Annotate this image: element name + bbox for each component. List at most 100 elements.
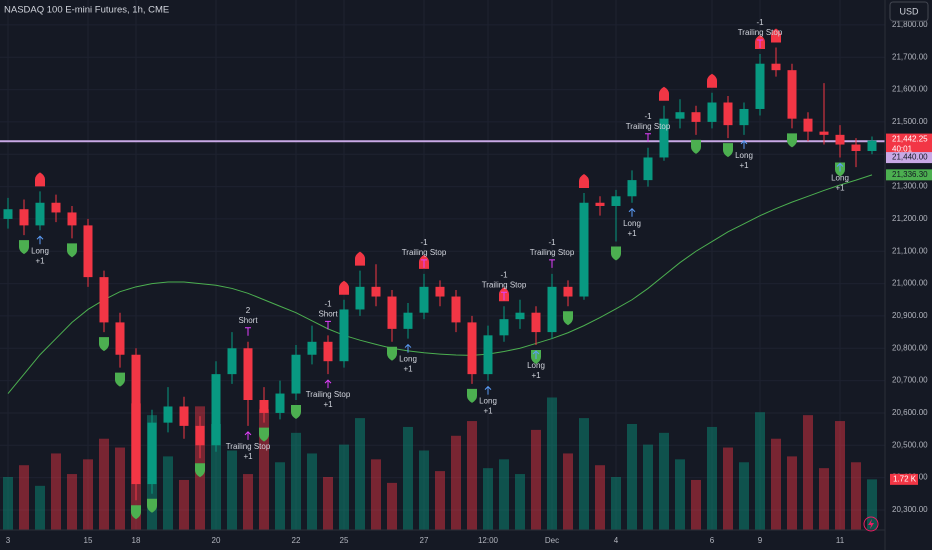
- volume-bar: [675, 459, 685, 530]
- arrow: [836, 162, 844, 172]
- annotation-qty: -1: [500, 270, 508, 279]
- volume-bar: [419, 450, 429, 530]
- volume-bar: [659, 432, 669, 530]
- candle-body: [643, 157, 653, 181]
- annotation-qty: +1: [243, 452, 253, 461]
- candle-body: [755, 63, 765, 109]
- y-tick-label: 20,500.00: [892, 440, 928, 449]
- volume-bar: [771, 438, 781, 530]
- candle-body: [835, 134, 845, 145]
- annotation-text: Long: [479, 397, 497, 406]
- annotation-text: Short: [318, 309, 338, 318]
- volume-bar: [275, 462, 285, 530]
- arrow: [532, 350, 540, 360]
- annotation-text: Trailing Stop: [738, 28, 783, 37]
- candle-body: [179, 406, 189, 426]
- last-price-box: [886, 133, 932, 156]
- y-tick-label: 21,300.00: [892, 182, 928, 191]
- annotation-text: Trailing Stop: [482, 280, 527, 289]
- volume-bar: [67, 474, 77, 530]
- buy-marker: [131, 505, 141, 520]
- annotation-text: Long: [399, 355, 417, 364]
- candle-body: [451, 296, 461, 323]
- x-tick-label: 25: [340, 536, 349, 545]
- volume-bar: [483, 468, 493, 530]
- currency[interactable]: USD: [899, 6, 919, 16]
- sell-marker: [35, 172, 45, 187]
- sell-marker: [339, 280, 349, 295]
- volume-bar: [595, 465, 605, 530]
- volume-bar: [803, 415, 813, 530]
- candle-body: [195, 425, 205, 446]
- candle-body: [723, 102, 733, 126]
- candle-body: [19, 209, 29, 226]
- arrow: [757, 39, 763, 49]
- buy-marker: [19, 240, 29, 255]
- volume-bar: [83, 459, 93, 530]
- candle-body: [211, 374, 221, 446]
- buy-marker: [99, 337, 109, 352]
- arrow: [324, 379, 332, 389]
- volume-bar: [691, 479, 701, 530]
- volume-bar: [291, 432, 301, 530]
- annotation-text: Trailing Stop: [402, 248, 447, 257]
- volume-box: [890, 473, 918, 485]
- volume-bar: [499, 459, 509, 530]
- buy-marker: [259, 427, 269, 442]
- volume-bar: [19, 465, 29, 530]
- buy-marker: [147, 498, 157, 513]
- volume-bar: [243, 474, 253, 530]
- annotation-qty: +1: [739, 161, 749, 170]
- buy-marker: [723, 143, 733, 158]
- currency-box[interactable]: [889, 1, 929, 22]
- sell-marker: [771, 28, 781, 43]
- volume-bar: [851, 462, 861, 530]
- lightning-icon[interactable]: [863, 516, 879, 532]
- volume-bar: [387, 482, 397, 530]
- candle-body: [291, 354, 301, 394]
- y-tick-label: 21,800.00: [892, 20, 928, 29]
- candle-body: [323, 341, 333, 362]
- candle-body: [803, 118, 813, 132]
- candle-body: [419, 286, 429, 313]
- volume-bar: [163, 456, 173, 530]
- candle-body: [515, 312, 525, 320]
- candle-body: [259, 400, 269, 413]
- annotation-text: Trailing Stop: [530, 248, 575, 257]
- x-tick-label: 18: [132, 536, 141, 545]
- candle-body: [227, 348, 237, 375]
- sell-marker: [707, 73, 717, 88]
- volume-bar: [547, 397, 557, 530]
- candle-body: [163, 406, 173, 423]
- arrow: [325, 320, 331, 330]
- volume-bar: [467, 421, 477, 530]
- x-tick-label: 20: [212, 536, 221, 545]
- candle-body: [131, 354, 141, 485]
- volume-bar: [755, 412, 765, 530]
- volume-bar: [643, 444, 653, 530]
- candle-body: [707, 102, 717, 122]
- annotation-text: Long: [623, 219, 641, 228]
- chart-title: NASDAQ 100 E-mini Futures, 1h, CME: [4, 5, 169, 16]
- volume-bar: [739, 462, 749, 530]
- annotation-qty: -1: [644, 112, 652, 121]
- annotation-text: Trailing Stop: [226, 442, 271, 451]
- candle-body: [627, 180, 637, 197]
- candle-body: [435, 286, 445, 297]
- candle-body: [275, 393, 285, 413]
- ma-box: [886, 169, 932, 181]
- buy-marker: [563, 311, 573, 326]
- candle-body: [3, 209, 13, 219]
- candle-body: [147, 422, 157, 485]
- y-tick-label: 21,700.00: [892, 52, 928, 61]
- volume-bar: [211, 424, 221, 530]
- candle-body: [787, 70, 797, 119]
- y-tick-label: 20,800.00: [892, 343, 928, 352]
- volume-bar: [819, 468, 829, 530]
- hline-label: 21,440.00: [892, 153, 928, 162]
- annotation-qty: -1: [420, 238, 428, 247]
- candle-body: [243, 348, 253, 401]
- candle-body: [579, 202, 589, 297]
- lightning-bolt: [868, 519, 874, 529]
- x-tick-label: Dec: [545, 536, 559, 545]
